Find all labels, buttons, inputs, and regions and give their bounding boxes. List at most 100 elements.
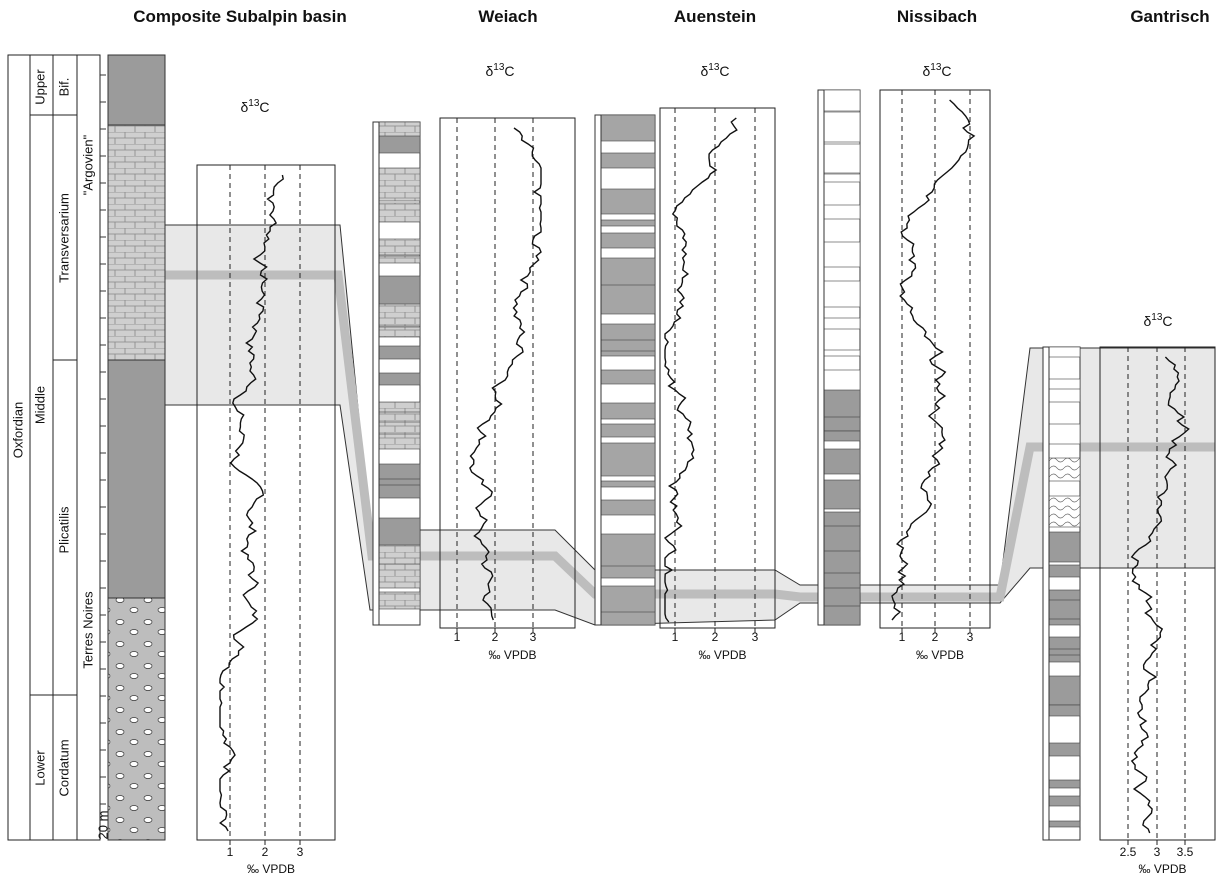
formation-label: "Argovien" <box>80 134 95 195</box>
panel-title: Composite Subalpin basin <box>133 7 346 26</box>
lithology-bed <box>1049 389 1080 402</box>
lithology-bed <box>824 281 860 307</box>
lithology-bed <box>1049 424 1080 444</box>
tick-label: 1 <box>899 630 906 644</box>
lithology-bed <box>601 115 655 141</box>
isotope-label-part: δ <box>922 63 930 79</box>
lithology-bed <box>379 203 420 222</box>
lithology-bed <box>379 518 420 549</box>
lithology-bed <box>824 390 860 421</box>
lithology-bed <box>1049 796 1080 806</box>
lithology-bed <box>601 612 655 625</box>
lithology-column <box>373 122 420 625</box>
lithology-bed <box>379 327 420 337</box>
lithology-column <box>595 115 655 625</box>
lithology-bed <box>824 318 860 329</box>
lithology-bed <box>1049 649 1080 655</box>
lithology-bed <box>824 606 860 625</box>
isotope-label-part: 13 <box>248 98 260 109</box>
lithology-bed <box>601 258 655 286</box>
tick-label: 1 <box>454 630 461 644</box>
lithology-bed <box>824 242 860 267</box>
lithology-bed <box>601 424 655 437</box>
lithology-bed <box>379 564 420 588</box>
lithology-bed <box>601 220 655 226</box>
isotope-label-part: C <box>719 63 729 79</box>
lithology-bed <box>379 346 420 359</box>
axis-unit: ‰ VPDB <box>488 648 536 662</box>
isotope-label-part: C <box>941 63 951 79</box>
tick-label: 2 <box>492 630 499 644</box>
lithology-bed <box>824 174 860 182</box>
tick-label: 3 <box>967 630 974 644</box>
tick-label: 2 <box>262 845 269 859</box>
lithology-bed <box>379 168 420 201</box>
lithology-bed <box>601 285 655 314</box>
tick-label: 2.5 <box>1120 845 1137 859</box>
lithology-bed <box>379 304 420 326</box>
tick-label: 3 <box>1154 845 1161 859</box>
lithology-bed <box>379 434 420 449</box>
tick-label: 3 <box>297 845 304 859</box>
lithology-bed <box>1049 821 1080 827</box>
lithology-bed <box>601 566 655 578</box>
tick-label: 2 <box>932 630 939 644</box>
isotope-label: δ13C <box>700 62 729 79</box>
lithology-bed <box>824 205 860 219</box>
tick-label: 3 <box>752 630 759 644</box>
lithology-bed <box>1049 600 1080 619</box>
lithology-composite <box>108 55 165 840</box>
lithology-bed <box>1049 458 1080 481</box>
figure: Composite Subalpin basinδ13C123‰ VPDBWei… <box>0 0 1220 884</box>
tick-label: 1 <box>227 845 234 859</box>
lithology-bed <box>601 500 655 515</box>
lithology-bed <box>601 233 655 248</box>
formation-label: Terres Noires <box>80 591 95 669</box>
panel-title: Gantrisch <box>1130 7 1209 26</box>
isotope-label-part: 13 <box>930 62 942 73</box>
lithology-bed <box>824 431 860 441</box>
lithology-bed <box>601 370 655 384</box>
lithology-bed <box>379 373 420 385</box>
axis-unit: ‰ VPDB <box>247 862 295 876</box>
axis-unit: ‰ VPDB <box>1138 862 1186 876</box>
isotope-label: δ13C <box>922 62 951 79</box>
lithology-bed <box>1049 780 1080 788</box>
isotope-label-part: δ <box>700 63 708 79</box>
isotope-label-part: C <box>259 99 269 115</box>
lithology-bed <box>824 112 860 142</box>
lithology-bed <box>601 189 655 214</box>
isotope-label-part: 13 <box>493 62 505 73</box>
lithology-bed <box>824 370 860 393</box>
lithology-bed <box>601 586 655 613</box>
lithology-bed <box>379 239 420 255</box>
zone-label: Plicatilis <box>56 506 71 553</box>
lithology-bed <box>379 479 420 485</box>
isotope-curve <box>892 100 974 620</box>
isotope-label-part: δ <box>485 63 493 79</box>
panel-title: Nissibach <box>897 7 977 26</box>
lithology-column <box>1043 347 1080 840</box>
lithology-bed <box>601 534 655 569</box>
lithology-bed <box>1049 496 1080 527</box>
lithology-bed <box>601 481 655 487</box>
axis-unit: ‰ VPDB <box>698 648 746 662</box>
isotope-label: δ13C <box>485 62 514 79</box>
lithology-bed <box>1049 532 1080 562</box>
zone-label: Bif. <box>56 78 71 97</box>
lithology-bed <box>1049 676 1080 705</box>
isotope-label-part: 13 <box>1151 312 1163 323</box>
lithology-column <box>818 90 860 625</box>
lithology-bed <box>824 90 860 111</box>
lithology-bed <box>601 443 655 476</box>
isotope-label-part: C <box>504 63 514 79</box>
panel-title: Auenstein <box>674 7 756 26</box>
lithology-bed <box>601 340 655 351</box>
lithology-bed <box>379 592 420 609</box>
stage-label: Oxfordian <box>10 402 25 458</box>
isotope-label: δ13C <box>1143 312 1172 329</box>
panel-title: Weiach <box>478 7 537 26</box>
axis-unit: ‰ VPDB <box>916 648 964 662</box>
lithology-bed <box>1049 565 1080 577</box>
isotope-curve <box>665 118 737 622</box>
